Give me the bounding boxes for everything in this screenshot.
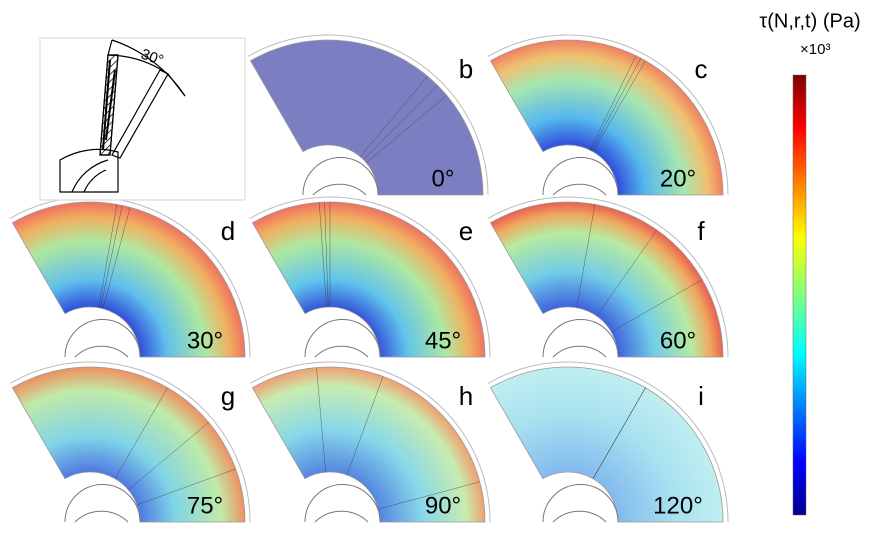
hub bbox=[64, 319, 141, 358]
panel-angle: 90° bbox=[425, 492, 461, 519]
hub bbox=[302, 157, 379, 196]
panel-letter: h bbox=[459, 381, 473, 411]
hub bbox=[542, 157, 619, 196]
blade-line bbox=[98, 204, 118, 308]
blade-line bbox=[576, 204, 596, 308]
blade-line bbox=[363, 85, 438, 160]
panel-angle: 120° bbox=[653, 492, 703, 519]
sector-rim bbox=[487, 34, 729, 196]
sector bbox=[11, 201, 246, 358]
hub bbox=[304, 319, 381, 358]
sector bbox=[489, 366, 724, 523]
hub bbox=[304, 484, 381, 523]
hub bbox=[64, 484, 141, 523]
panel-letter: b bbox=[459, 54, 473, 84]
sector bbox=[251, 366, 486, 523]
blade-line bbox=[102, 207, 131, 309]
blade-line bbox=[316, 367, 326, 473]
panel-angle: 45° bbox=[425, 327, 461, 354]
sector-rim bbox=[487, 361, 729, 523]
blade-line bbox=[114, 387, 168, 479]
schematic bbox=[39, 37, 246, 201]
panel-letter: g bbox=[221, 381, 235, 411]
blade-line bbox=[611, 279, 703, 333]
blade-line bbox=[589, 55, 637, 151]
sector-rim bbox=[247, 34, 489, 196]
blade-line bbox=[366, 95, 447, 164]
blade-line bbox=[318, 202, 327, 308]
blade-line bbox=[592, 60, 646, 152]
sector-rim bbox=[249, 196, 491, 358]
sector bbox=[249, 39, 484, 196]
blade-line bbox=[136, 468, 236, 506]
blade-line bbox=[359, 76, 428, 157]
panel-angle: 0° bbox=[432, 165, 455, 192]
blade-line bbox=[100, 205, 123, 309]
sector bbox=[11, 366, 246, 523]
blade-line bbox=[128, 422, 209, 491]
colorbar-title: τ(N,r,t) (Pa) bbox=[759, 10, 860, 32]
sector-rim bbox=[9, 361, 251, 523]
blade-line bbox=[324, 202, 329, 308]
blade-line bbox=[592, 387, 646, 479]
colorbar-multiplier: ×10³ bbox=[800, 41, 830, 58]
panel-angle: 30° bbox=[187, 327, 223, 354]
panel-angle: 20° bbox=[660, 165, 696, 192]
panel-letter: i bbox=[698, 381, 704, 411]
blade-line bbox=[596, 229, 658, 317]
colorbar bbox=[792, 74, 807, 516]
sector bbox=[251, 201, 486, 358]
sector bbox=[489, 39, 724, 196]
panel-letter: e bbox=[459, 216, 473, 246]
panel-letter: d bbox=[221, 216, 235, 246]
sector-rim bbox=[487, 196, 729, 358]
schematic-span: 30° bbox=[139, 46, 166, 70]
sector-rim bbox=[9, 196, 251, 358]
blade-line bbox=[591, 58, 641, 151]
blade-line bbox=[378, 481, 480, 510]
blade-line bbox=[346, 376, 384, 476]
panel-letter: c bbox=[695, 54, 708, 84]
hub bbox=[542, 319, 619, 358]
hub bbox=[542, 484, 619, 523]
panel-angle: 60° bbox=[660, 327, 696, 354]
panel-angle: 75° bbox=[187, 492, 223, 519]
sector-rim bbox=[249, 361, 491, 523]
sector bbox=[489, 201, 724, 358]
panel-letter: f bbox=[697, 216, 705, 246]
